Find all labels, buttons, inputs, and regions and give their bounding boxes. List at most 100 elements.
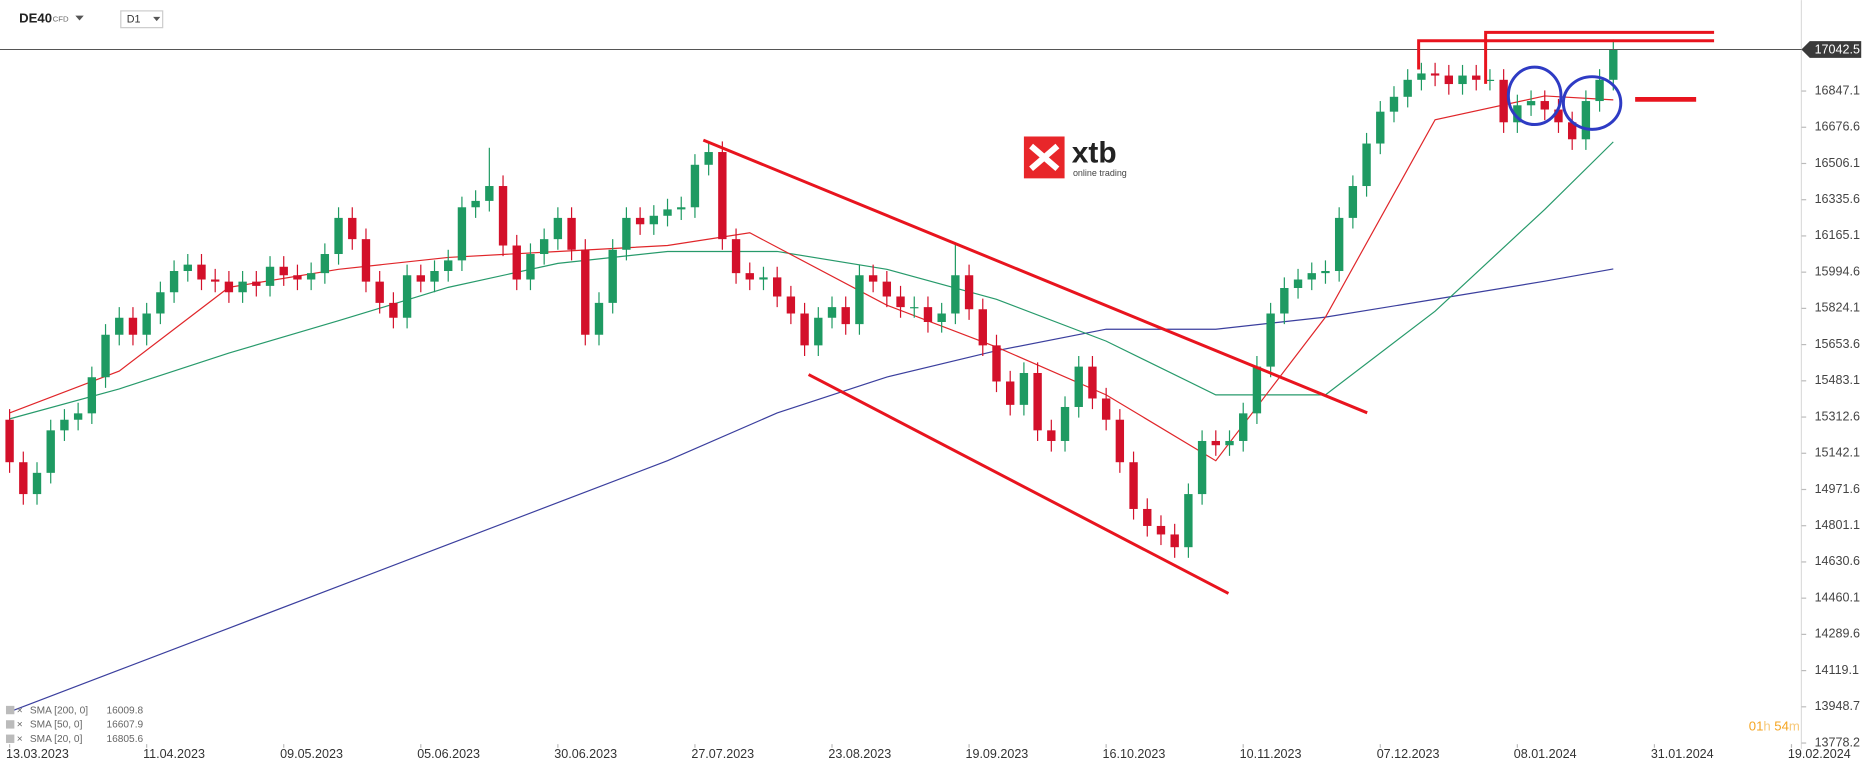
candle-body <box>416 275 425 282</box>
candle-body <box>183 264 192 272</box>
candle-body <box>1143 508 1152 526</box>
candle-body <box>361 239 371 282</box>
candle-timer: 01h 54m <box>1749 719 1800 734</box>
legend-settings-icon[interactable] <box>5 720 15 729</box>
candle-body <box>772 277 782 297</box>
candle-body <box>1170 534 1179 548</box>
candle-body <box>539 239 549 255</box>
candle-body <box>101 334 110 378</box>
candle-body <box>1115 419 1125 463</box>
candle-body <box>1225 440 1234 446</box>
candle-body <box>964 275 974 310</box>
candle-body <box>293 275 302 280</box>
candle-body <box>238 281 247 293</box>
legend-name: SMA [20, 0] <box>30 734 83 745</box>
sma-line <box>9 95 1614 462</box>
candle-body <box>1444 75 1454 85</box>
legend-remove-icon[interactable]: × <box>17 705 23 716</box>
candle-body <box>800 313 809 346</box>
candle-body <box>73 413 83 420</box>
candle-body <box>622 217 631 250</box>
y-tick-label: 15142.1 <box>1815 446 1860 460</box>
x-tick-label: 23.08.2023 <box>828 747 891 761</box>
legend-settings-icon[interactable] <box>5 705 15 715</box>
candle-body <box>1307 273 1316 280</box>
candle-body <box>1526 101 1536 106</box>
candle-body <box>1554 109 1563 123</box>
candle-body <box>320 254 330 274</box>
candle-body <box>1389 96 1399 112</box>
candle-body <box>718 152 727 240</box>
candle-body <box>444 260 453 272</box>
candle-body <box>402 275 412 318</box>
symbol-dropdown[interactable] <box>75 15 84 21</box>
candle-body <box>923 307 933 322</box>
legend: × SMA [200, 0] 16009.8 × SMA [50, 0] 16607.9 ×… <box>5 705 144 745</box>
logo: xtb online trading <box>1023 136 1127 179</box>
candle-body <box>1211 440 1220 446</box>
candle-body <box>1485 79 1495 81</box>
candle-body <box>1101 398 1111 420</box>
instrument-type: CFD <box>53 14 69 23</box>
candle-body <box>677 207 686 210</box>
candle-body <box>1499 79 1508 123</box>
candle-body <box>1033 372 1042 431</box>
logo-name: xtb <box>1072 136 1117 169</box>
timer-text: 01h 54m <box>1749 719 1800 734</box>
y-tick-label: 14971.6 <box>1815 482 1860 496</box>
candle-body <box>1239 413 1248 441</box>
candle-body <box>1129 462 1138 509</box>
candle-body <box>279 266 288 276</box>
candle-body <box>430 271 439 282</box>
y-tick-label: 16165.1 <box>1815 228 1860 242</box>
candle-body <box>87 377 97 414</box>
candle-body <box>1266 313 1275 367</box>
candle-body <box>1252 366 1262 414</box>
candle-body <box>1430 73 1440 76</box>
candle-body <box>1472 75 1481 80</box>
x-tick-label: 19.09.2023 <box>965 747 1028 761</box>
x-tick-label: 11.04.2023 <box>143 747 205 761</box>
candle-body <box>1403 79 1412 97</box>
candle-body <box>1184 494 1193 548</box>
candle-body <box>169 271 179 293</box>
highlight-circle <box>1561 75 1623 131</box>
timer-hours: 01 <box>1749 719 1764 734</box>
legend-settings-icon[interactable] <box>5 734 15 743</box>
candle-body <box>471 200 480 208</box>
x-tick-label: 05.06.2023 <box>417 747 480 761</box>
candle-body <box>498 186 508 246</box>
candle-body <box>1197 440 1207 495</box>
candle-body <box>731 239 741 274</box>
candle-body <box>814 317 823 346</box>
sma-line <box>9 141 1614 420</box>
candle-body <box>115 317 124 335</box>
resistance-line <box>1484 30 1715 84</box>
candle-body <box>348 217 357 240</box>
candle-body <box>19 462 28 495</box>
timer-minutes: 54 <box>1774 719 1789 734</box>
interval: D1 <box>127 14 141 26</box>
candle-body <box>1074 366 1083 407</box>
resistance-line <box>1417 39 1715 70</box>
legend-value: 16805.6 <box>106 734 143 745</box>
candle-body <box>1595 79 1604 102</box>
candle-body <box>252 281 261 286</box>
candle-body <box>1156 525 1166 535</box>
y-tick-label: 15312.6 <box>1815 409 1860 423</box>
candle-body <box>635 217 645 225</box>
y-tick-label: 15994.6 <box>1815 264 1860 278</box>
x-tick-label: 10.11.2023 <box>1240 747 1302 761</box>
candle-body <box>759 277 768 280</box>
interval-select[interactable] <box>120 10 164 29</box>
candle-body <box>567 217 576 250</box>
candle-body <box>992 345 1001 382</box>
candle-body <box>896 296 905 308</box>
last-price-badge <box>1801 41 1862 58</box>
legend-name: SMA [50, 0] <box>30 720 83 731</box>
candle-body <box>457 207 467 261</box>
legend-remove-icon[interactable]: × <box>17 734 23 745</box>
legend-remove-icon[interactable]: × <box>17 720 23 731</box>
